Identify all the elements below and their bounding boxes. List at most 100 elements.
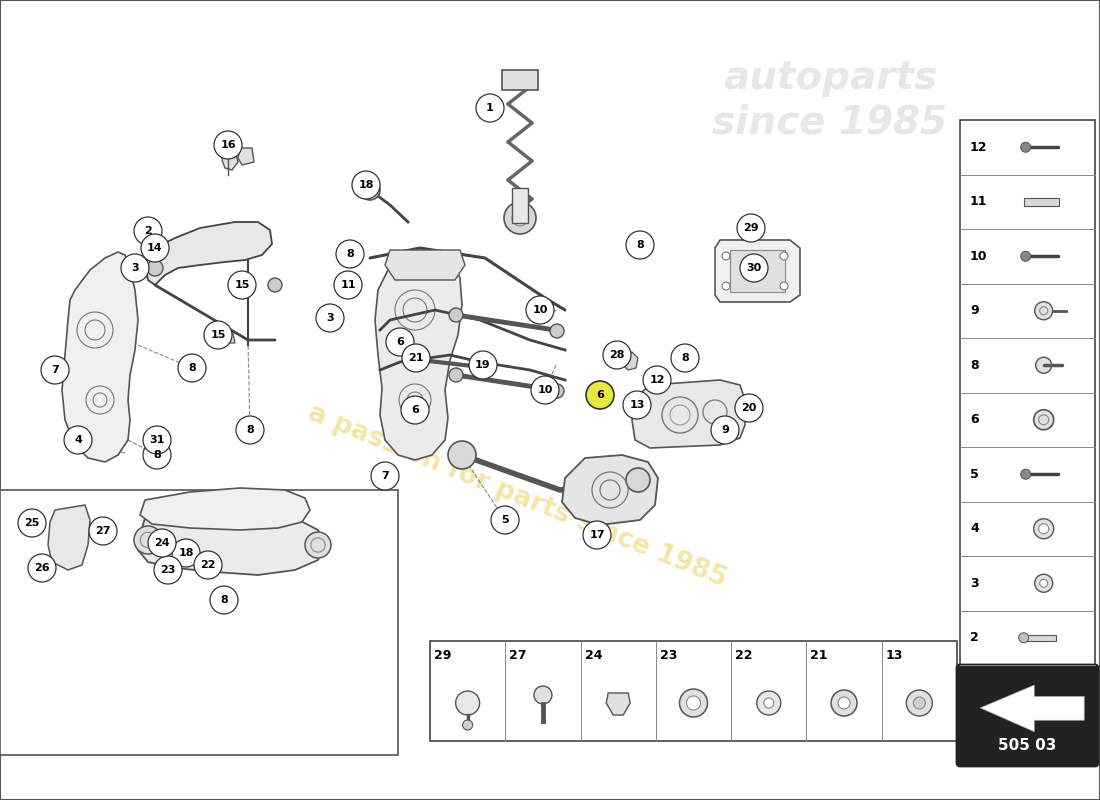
Circle shape [228, 271, 256, 299]
Polygon shape [222, 148, 238, 170]
Circle shape [204, 321, 232, 349]
Text: 18: 18 [359, 180, 374, 190]
Text: 6: 6 [411, 405, 419, 415]
Text: 2: 2 [970, 631, 979, 644]
Text: 505 03: 505 03 [999, 738, 1057, 754]
Text: 27: 27 [96, 526, 111, 536]
Circle shape [680, 689, 707, 717]
Polygon shape [238, 148, 254, 165]
Circle shape [780, 252, 788, 260]
Circle shape [1036, 358, 1052, 374]
Bar [0, 490, 398, 755]
Text: 19: 19 [475, 360, 491, 370]
Text: 12: 12 [970, 141, 988, 154]
Circle shape [1034, 410, 1054, 430]
Text: 22: 22 [735, 649, 752, 662]
Circle shape [534, 686, 552, 704]
Circle shape [531, 376, 559, 404]
Circle shape [236, 416, 264, 444]
Text: 15: 15 [234, 280, 250, 290]
Circle shape [913, 697, 925, 709]
Circle shape [89, 517, 117, 545]
Text: 8: 8 [246, 425, 254, 435]
Circle shape [449, 368, 463, 382]
Bar [1024, 634, 1056, 641]
Circle shape [402, 396, 429, 424]
Circle shape [476, 94, 504, 122]
Circle shape [143, 426, 170, 454]
Circle shape [402, 344, 430, 372]
Polygon shape [48, 505, 90, 570]
Circle shape [141, 234, 169, 262]
Text: 9: 9 [970, 304, 979, 318]
Text: 13: 13 [886, 649, 903, 662]
Circle shape [686, 696, 701, 710]
Circle shape [832, 690, 857, 716]
Text: 17: 17 [590, 530, 605, 540]
Circle shape [178, 354, 206, 382]
Circle shape [455, 691, 480, 715]
Polygon shape [562, 455, 658, 525]
Text: 28: 28 [609, 350, 625, 360]
Circle shape [143, 441, 170, 469]
Circle shape [737, 214, 764, 242]
Polygon shape [385, 250, 465, 280]
Circle shape [64, 426, 92, 454]
Circle shape [711, 416, 739, 444]
Text: 7: 7 [51, 365, 59, 375]
Polygon shape [138, 508, 324, 575]
Text: 9: 9 [722, 425, 729, 435]
Text: 14: 14 [147, 243, 163, 253]
Text: autoparts
since 1985: autoparts since 1985 [713, 59, 947, 141]
Text: 2: 2 [144, 226, 152, 236]
Circle shape [1035, 302, 1053, 320]
Text: 4: 4 [970, 522, 979, 535]
Circle shape [352, 171, 379, 199]
Polygon shape [232, 283, 252, 293]
Text: 13: 13 [629, 400, 645, 410]
Circle shape [1034, 518, 1054, 538]
Text: 8: 8 [153, 450, 161, 460]
Circle shape [18, 509, 46, 537]
Polygon shape [140, 488, 310, 530]
Text: 23: 23 [161, 565, 176, 575]
Circle shape [1040, 579, 1047, 587]
Circle shape [134, 526, 162, 554]
Circle shape [740, 254, 768, 282]
Circle shape [463, 720, 473, 730]
Circle shape [484, 362, 496, 374]
Text: 12: 12 [649, 375, 664, 385]
Circle shape [1021, 470, 1031, 479]
Polygon shape [715, 240, 800, 302]
Circle shape [148, 529, 176, 557]
Text: 15: 15 [210, 330, 225, 340]
Text: 24: 24 [584, 649, 602, 662]
Text: 8: 8 [970, 358, 979, 372]
Text: 8: 8 [188, 363, 196, 373]
Circle shape [448, 441, 476, 469]
Circle shape [28, 554, 56, 582]
Circle shape [906, 690, 933, 716]
Circle shape [780, 282, 788, 290]
Circle shape [623, 391, 651, 419]
Text: 7: 7 [381, 471, 389, 481]
Circle shape [214, 131, 242, 159]
Circle shape [722, 282, 730, 290]
Bar [502, 70, 538, 90]
Text: 4: 4 [74, 435, 81, 445]
Bar [430, 641, 957, 741]
Circle shape [334, 271, 362, 299]
Text: 29: 29 [744, 223, 759, 233]
Circle shape [316, 304, 344, 332]
Polygon shape [632, 380, 745, 448]
Circle shape [504, 202, 536, 234]
Circle shape [469, 351, 497, 379]
Circle shape [1021, 251, 1031, 262]
Circle shape [735, 394, 763, 422]
Text: 26: 26 [34, 563, 50, 573]
Text: 8: 8 [220, 595, 228, 605]
Circle shape [722, 252, 730, 260]
Text: 21: 21 [811, 649, 828, 662]
FancyBboxPatch shape [957, 665, 1098, 766]
Circle shape [671, 344, 698, 372]
